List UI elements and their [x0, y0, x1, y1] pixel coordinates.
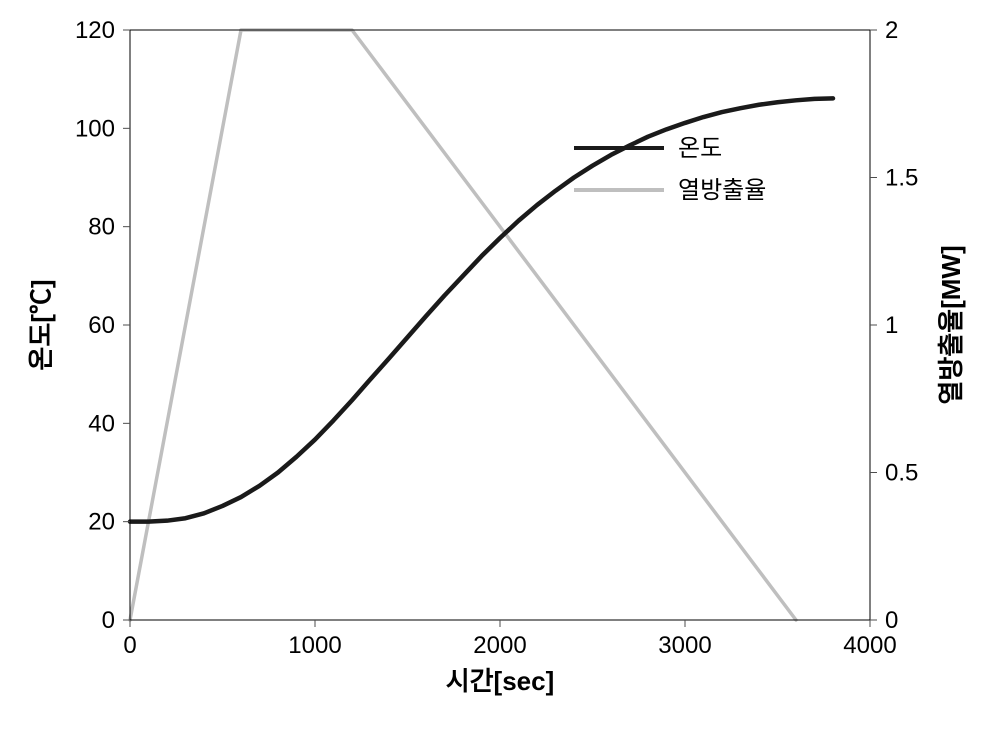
x-tick-label: 1000: [288, 632, 341, 659]
y-left-tick-label: 60: [88, 312, 115, 339]
x-tick-label: 0: [123, 632, 136, 659]
x-tick-label: 4000: [843, 632, 896, 659]
y-left-tick-label: 120: [75, 17, 115, 44]
x-axis-label: 시간[sec]: [446, 666, 555, 696]
y-left-tick-label: 80: [88, 214, 115, 241]
dual-axis-line-chart: 0100020003000400002040608010012000.511.5…: [0, 0, 1007, 747]
x-tick-label: 2000: [473, 632, 526, 659]
y-right-tick-label: 1: [885, 312, 898, 339]
y-right-tick-label: 0: [885, 607, 898, 634]
y-right-tick-label: 1.5: [885, 165, 918, 192]
x-tick-label: 3000: [658, 632, 711, 659]
legend-label: 온도: [678, 135, 722, 162]
y-left-tick-label: 20: [88, 509, 115, 536]
y-left-axis-label: 온도[℃]: [26, 279, 56, 370]
y-left-tick-label: 40: [88, 410, 115, 437]
y-left-tick-label: 0: [102, 607, 115, 634]
legend-label: 열방출율: [678, 177, 766, 204]
y-left-tick-label: 100: [75, 115, 115, 142]
y-right-tick-label: 2: [885, 17, 898, 44]
chart-container: 0100020003000400002040608010012000.511.5…: [0, 0, 1007, 747]
y-right-axis-label: 열방출율[MW]: [936, 245, 966, 404]
y-right-tick-label: 0.5: [885, 460, 918, 487]
